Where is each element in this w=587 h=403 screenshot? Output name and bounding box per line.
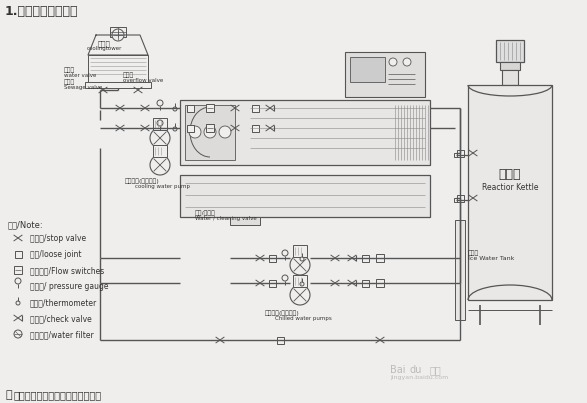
Circle shape	[150, 155, 170, 175]
Bar	[276, 337, 284, 343]
Circle shape	[403, 58, 411, 66]
Text: 补水阀: 补水阀	[64, 67, 75, 73]
Circle shape	[290, 255, 310, 275]
Text: 流量开关/Flow switches: 流量开关/Flow switches	[30, 266, 104, 275]
Bar	[206, 104, 214, 112]
Text: 1.系统方案简易图：: 1.系统方案简易图：	[5, 5, 79, 18]
Text: 冷却塔: 冷却塔	[97, 40, 110, 47]
Text: Reactior Kettle: Reactior Kettle	[482, 183, 538, 193]
Text: 活接/loose joint: 活接/loose joint	[30, 250, 82, 259]
Text: cooling water pump: cooling water pump	[135, 184, 190, 189]
Text: Bai: Bai	[390, 365, 406, 375]
Text: 温度计/thermometer: 温度计/thermometer	[30, 298, 97, 307]
Bar	[293, 275, 307, 287]
Circle shape	[150, 128, 170, 148]
Text: overflow valve: overflow valve	[123, 78, 163, 83]
Circle shape	[290, 285, 310, 305]
Text: 截止阀/stop valve: 截止阀/stop valve	[30, 234, 86, 243]
Circle shape	[173, 127, 177, 131]
Text: Water / cleaning valve: Water / cleaning valve	[195, 216, 257, 221]
Bar	[185, 105, 235, 160]
Bar	[230, 217, 260, 225]
Text: 排污阀: 排污阀	[64, 79, 75, 85]
Text: du: du	[410, 365, 423, 375]
Bar	[350, 57, 385, 82]
Circle shape	[189, 126, 201, 138]
Text: jingyan.baidu.com: jingyan.baidu.com	[390, 375, 448, 380]
Bar	[293, 245, 307, 257]
Text: Chilled water pumps: Chilled water pumps	[275, 316, 332, 321]
Text: Sewage valve: Sewage valve	[64, 85, 102, 90]
Circle shape	[282, 275, 288, 281]
Text: 冰水箱
Ice Water Tank: 冰水箱 Ice Water Tank	[468, 250, 514, 262]
Text: 注: 注	[5, 390, 12, 400]
Bar	[457, 150, 464, 156]
Bar	[251, 125, 258, 131]
Circle shape	[157, 120, 163, 126]
Circle shape	[15, 278, 21, 284]
Circle shape	[112, 29, 124, 41]
Bar	[206, 124, 214, 132]
Circle shape	[219, 126, 231, 138]
Text: 补水/清洗阀: 补水/清洗阀	[195, 210, 216, 216]
Bar	[457, 195, 464, 202]
Bar	[14, 266, 22, 274]
Bar	[180, 100, 430, 165]
Circle shape	[204, 126, 216, 138]
Text: 溢水阀: 溢水阀	[123, 72, 134, 78]
Text: 水过滤器/water filter: 水过滤器/water filter	[30, 330, 94, 339]
Bar	[362, 280, 369, 287]
Text: 压力表/ pressure gauge: 压力表/ pressure gauge	[30, 282, 109, 291]
Bar	[88, 55, 148, 83]
Text: water valve: water valve	[64, 73, 96, 78]
Bar	[153, 118, 167, 130]
Circle shape	[14, 330, 22, 338]
Bar	[345, 52, 425, 97]
Bar	[376, 279, 384, 287]
Bar	[85, 82, 151, 88]
Bar	[496, 40, 524, 62]
Circle shape	[300, 282, 304, 286]
Bar	[454, 198, 458, 202]
Bar	[468, 85, 552, 300]
Text: 反应釜: 反应釜	[499, 168, 521, 181]
Circle shape	[282, 250, 288, 256]
Bar	[455, 220, 465, 320]
Circle shape	[300, 257, 304, 261]
Bar	[187, 125, 194, 131]
Bar	[153, 145, 167, 157]
Circle shape	[16, 301, 20, 305]
Text: ：风冷式冷水机不需要配冷却水塔: ：风冷式冷水机不需要配冷却水塔	[14, 390, 102, 400]
Bar	[376, 254, 384, 262]
Text: 冷却水泵(一备一用): 冷却水泵(一备一用)	[125, 178, 160, 184]
Circle shape	[173, 107, 177, 111]
Circle shape	[389, 58, 397, 66]
Bar	[268, 280, 275, 287]
Bar	[454, 153, 458, 157]
Text: 经验: 经验	[430, 365, 442, 375]
Bar	[251, 104, 258, 112]
Bar	[268, 255, 275, 262]
Bar	[15, 251, 22, 258]
Circle shape	[157, 100, 163, 106]
Bar	[502, 70, 518, 85]
Text: 冷冻水泵(一备一用): 冷冻水泵(一备一用)	[265, 310, 300, 316]
Bar	[362, 255, 369, 262]
Bar	[187, 104, 194, 112]
Text: 备注/Note:: 备注/Note:	[8, 220, 43, 229]
Bar	[180, 175, 430, 217]
Bar	[500, 62, 520, 70]
Bar	[110, 27, 126, 37]
Text: coolingtower: coolingtower	[86, 46, 122, 51]
Text: 止回阀/check valve: 止回阀/check valve	[30, 314, 92, 323]
